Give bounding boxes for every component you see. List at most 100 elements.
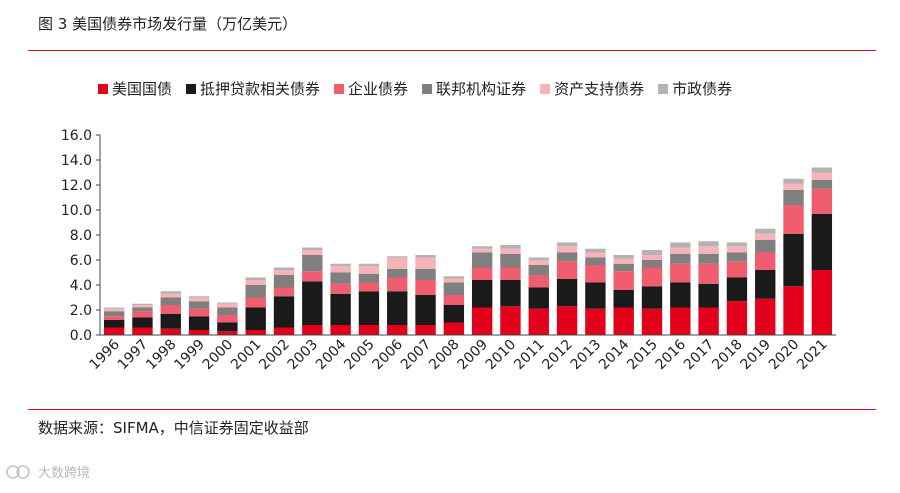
bar-segment-1997-3 xyxy=(132,307,153,312)
y-tick-label: 14.0 xyxy=(61,153,92,169)
bar-segment-2014-4 xyxy=(613,258,634,264)
bar-segment-2001-4 xyxy=(245,280,266,285)
bar-segment-2005-0 xyxy=(358,325,380,335)
x-tick-label-2013: 2013 xyxy=(568,337,605,374)
bar-segment-2018-0 xyxy=(726,301,748,335)
bar-segment-2004-5 xyxy=(330,263,351,267)
bar-segment-2021-3 xyxy=(811,180,833,189)
bar-segment-2006-3 xyxy=(387,268,408,278)
bar-segment-2010-5 xyxy=(500,245,521,249)
legend-item-1: 抵押贷款相关债券 xyxy=(186,80,320,98)
bar-segment-2006-2 xyxy=(387,277,408,292)
bar-segment-2013-3 xyxy=(585,257,606,265)
bar-segment-2006-0 xyxy=(387,325,408,335)
x-tick-label-2019: 2019 xyxy=(738,337,775,374)
bar-stack-2000 xyxy=(217,302,238,335)
bar-segment-1998-5 xyxy=(160,291,181,294)
bar-segment-2018-5 xyxy=(726,242,748,247)
bar-segment-2008-1 xyxy=(443,305,465,323)
bar-segment-2000-0 xyxy=(217,331,238,335)
bar-segment-2006-4 xyxy=(387,257,408,269)
bar-segment-2004-4 xyxy=(330,266,351,273)
y-axis: 0.0 2.0 4.0 6.0 8.0 10.0 12.0 14.0 16.0 xyxy=(61,128,101,344)
y-tick-label: 0.0 xyxy=(70,328,92,344)
bar-segment-1999-2 xyxy=(188,308,210,317)
x-tick-label-1999: 1999 xyxy=(171,337,208,374)
bar-segment-2007-3 xyxy=(415,268,436,280)
bar-stack-2019 xyxy=(755,228,776,335)
bar-segment-1996-3 xyxy=(103,311,125,317)
legend-item-4-swatch xyxy=(540,84,551,94)
bar-segment-2011-1 xyxy=(528,287,549,309)
bar-segment-2021-2 xyxy=(811,188,833,214)
y-tick-label: 12.0 xyxy=(61,178,92,194)
bar-stack-2016 xyxy=(670,242,691,335)
bar-segment-2011-5 xyxy=(528,257,549,260)
bar-segment-2003-5 xyxy=(302,247,323,250)
y-tick-label: 10.0 xyxy=(61,203,92,219)
figure-title: 图 3 美国债券市场发行量（万亿美元） xyxy=(38,15,298,33)
bar-segment-2012-0 xyxy=(556,306,578,335)
legend-item-3: 联邦机构证券 xyxy=(422,80,526,98)
bar-segment-2018-1 xyxy=(726,277,748,302)
bar-stack-2014 xyxy=(613,255,634,335)
bar-segment-2007-5 xyxy=(415,255,436,258)
legend-item-2-swatch xyxy=(334,84,345,94)
x-tick-label-2006: 2006 xyxy=(370,336,407,373)
legend-item-1-label: 抵押贷款相关债券 xyxy=(200,80,320,98)
bar-segment-2000-4 xyxy=(217,303,238,308)
legend-item-4-label: 资产支持债券 xyxy=(554,80,644,98)
y-tick-label: 8.0 xyxy=(70,228,92,244)
bar-stack-2006 xyxy=(387,256,408,335)
x-tick-label-2007: 2007 xyxy=(398,337,435,374)
x-tick-label-2004: 2004 xyxy=(313,336,350,373)
bar-segment-2016-5 xyxy=(670,242,691,248)
legend-item-2: 企业债券 xyxy=(334,80,408,98)
bar-segment-2015-2 xyxy=(641,267,663,287)
bar-segment-2018-4 xyxy=(726,246,748,253)
bar-segment-2001-3 xyxy=(245,285,266,298)
bar-stack-2007 xyxy=(415,255,436,335)
y-tick-label: 16.0 xyxy=(61,128,92,144)
bar-segment-2020-4 xyxy=(783,183,804,190)
bar-segment-2009-5 xyxy=(471,246,493,249)
bar-segment-2017-2 xyxy=(698,263,719,284)
bar-segment-2002-4 xyxy=(273,270,295,275)
y-tick-label: 4.0 xyxy=(70,278,92,294)
bar-segment-2009-4 xyxy=(471,248,493,253)
bar-segment-2010-0 xyxy=(500,306,521,335)
bar-segment-2007-1 xyxy=(415,295,436,325)
bar-segment-2019-0 xyxy=(755,298,776,335)
data-source-note: 数据来源：SIFMA，中信证券固定收益部 xyxy=(38,419,309,437)
bar-segment-2016-2 xyxy=(670,263,691,283)
y-tick-label: 2.0 xyxy=(70,303,92,319)
bar-segment-2012-5 xyxy=(556,242,578,247)
bar-stack-1996 xyxy=(103,307,125,335)
x-tick-label-2000: 2000 xyxy=(200,337,237,374)
x-tick-label-2002: 2002 xyxy=(256,337,293,374)
bar-segment-2019-4 xyxy=(755,233,776,240)
bar-segment-2001-1 xyxy=(245,307,266,330)
legend-item-5: 市政债券 xyxy=(658,80,732,98)
bar-segment-2003-3 xyxy=(302,255,323,272)
bar-segment-2005-3 xyxy=(358,273,380,283)
x-tick-label-2014: 2014 xyxy=(596,336,633,373)
bar-segment-2014-1 xyxy=(613,290,634,308)
bar-segment-2016-0 xyxy=(670,307,691,335)
bar-segment-2009-3 xyxy=(471,252,493,268)
bar-stack-2018 xyxy=(726,242,748,335)
bar-segment-1996-1 xyxy=(103,320,125,328)
bar-segment-2007-2 xyxy=(415,280,436,295)
bar-stack-2013 xyxy=(585,248,606,335)
bar-segment-2020-0 xyxy=(783,286,804,335)
bar-segment-2011-0 xyxy=(528,308,549,335)
top-divider xyxy=(28,50,876,51)
bar-segment-2013-0 xyxy=(585,308,606,335)
bar-segment-1998-1 xyxy=(160,313,181,329)
bar-segment-2011-3 xyxy=(528,265,549,275)
x-tick-label-2009: 2009 xyxy=(454,337,491,374)
bar-segment-2011-4 xyxy=(528,260,549,265)
bar-segment-1996-5 xyxy=(103,307,125,309)
bar-segment-2019-1 xyxy=(755,270,776,299)
x-tick-label-2021: 2021 xyxy=(794,337,831,374)
